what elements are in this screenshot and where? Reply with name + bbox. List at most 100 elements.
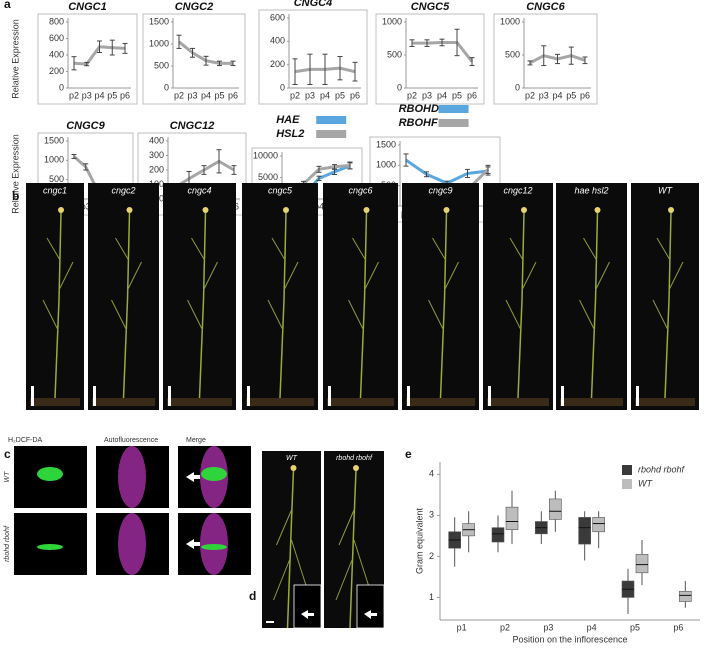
y-tick-label: 1000: [382, 16, 402, 26]
y-tick-label: 0: [397, 82, 402, 92]
chart-frame: [37, 13, 138, 105]
plant-branch: [273, 509, 308, 601]
chart-frame: [37, 132, 134, 216]
box: [635, 554, 649, 574]
x-tick-label: p3: [305, 90, 315, 100]
y-tick-label: 200: [270, 59, 285, 69]
y-tick-label: 0: [159, 193, 164, 203]
legend-swatch: [438, 105, 469, 113]
y-tick-label: 200: [149, 164, 164, 174]
flower: [594, 207, 601, 213]
y-tick-label: 500: [387, 49, 402, 59]
chart-frame: [493, 13, 598, 105]
photo-label: cngc6: [348, 185, 372, 195]
y-axis-label: Gram equivalent: [414, 507, 424, 574]
row-label: rbohd rbohf: [4, 525, 11, 562]
flower: [521, 207, 527, 213]
y-tick-label: 4: [429, 469, 434, 479]
scale-bar: [561, 386, 564, 406]
plant-photo: [323, 183, 398, 410]
y-tick-label: 1000: [44, 155, 64, 165]
chart-frame: [142, 13, 246, 105]
photo-label: WT: [286, 455, 298, 462]
box: [491, 527, 505, 543]
inset: [293, 584, 322, 629]
x-tick-label: p3: [543, 622, 553, 632]
y-tick-label: 400: [149, 135, 164, 145]
legend-swatch: [622, 465, 632, 475]
legend-swatch: [316, 130, 347, 138]
inset: [356, 584, 385, 629]
scale-bar: [31, 386, 34, 406]
plant-photo: [163, 183, 236, 410]
x-tick-label: p6: [467, 90, 477, 100]
plant-photo: [556, 183, 627, 410]
box: [592, 517, 605, 533]
plant-branch: [335, 509, 371, 601]
y-tick-label: 3: [429, 510, 434, 520]
y-tick-label: 5000: [258, 172, 278, 182]
y-tick-label: 600: [270, 12, 285, 22]
y-tick-label: 800: [49, 16, 64, 26]
photo-label: cngc2: [111, 185, 135, 195]
arrow: [364, 610, 377, 619]
legend-label: WT: [638, 478, 653, 488]
chart-title: CNGC12: [170, 120, 215, 132]
plant-stem: [122, 211, 131, 399]
scale-bar: [407, 386, 410, 406]
flower: [126, 207, 133, 213]
photo-label: cngc1: [43, 185, 67, 195]
legend-label: HSL2: [276, 128, 304, 140]
panel-letter: e: [405, 447, 412, 461]
chart-frame: [258, 9, 368, 105]
x-tick-label: p5: [335, 90, 345, 100]
photo-label: hae hsl2: [574, 185, 608, 195]
plant-branch: [428, 237, 459, 331]
x-tick-label: p6: [673, 622, 683, 632]
ros-signal: [37, 467, 63, 481]
column-header: Merge: [186, 437, 206, 444]
plant-stem: [517, 211, 525, 399]
y-tick-label: 400: [49, 49, 64, 59]
arrow: [301, 610, 314, 619]
plant-stem: [198, 211, 207, 399]
y-tick-label: 200: [49, 66, 64, 76]
scale-bar: [168, 386, 171, 406]
photo-label: cngc4: [187, 185, 211, 195]
chart-title: CNGC4: [294, 0, 333, 9]
x-tick-label: p5: [214, 90, 224, 100]
legend-swatch: [622, 479, 632, 489]
x-tick-label: p4: [94, 90, 104, 100]
y-tick-label: 10000: [253, 150, 278, 160]
x-tick-label: p6: [350, 90, 360, 100]
arrow: [186, 472, 200, 482]
box: [578, 517, 591, 545]
plant-stem: [664, 211, 672, 399]
plant-stem: [349, 469, 357, 629]
y-tick-label: 400: [270, 36, 285, 46]
ros-signal: [37, 544, 63, 550]
x-tick-label: p3: [422, 90, 432, 100]
scale-bar: [247, 386, 250, 406]
autofluorescence: [118, 446, 146, 508]
x-tick-label: p4: [314, 201, 324, 211]
photo-label: WT: [658, 185, 673, 195]
y-tick-label: 0: [280, 82, 285, 92]
plant-branch: [267, 237, 299, 331]
plant-photo: [88, 183, 159, 410]
x-axis-label: Position on the inflorescence: [512, 634, 627, 644]
scale-bar: [488, 386, 491, 406]
panel-letter: c: [4, 447, 11, 461]
flower: [443, 207, 450, 213]
plant-stem: [279, 211, 287, 399]
x-tick-label: p2: [525, 90, 535, 100]
arrow: [186, 539, 200, 549]
plant-photo: [402, 183, 479, 410]
plant-branch: [505, 237, 537, 331]
x-tick-label: p3: [539, 90, 549, 100]
plant-branch: [42, 237, 74, 331]
tray: [327, 398, 394, 406]
tray: [246, 398, 314, 406]
autofluorescence: [118, 513, 146, 575]
